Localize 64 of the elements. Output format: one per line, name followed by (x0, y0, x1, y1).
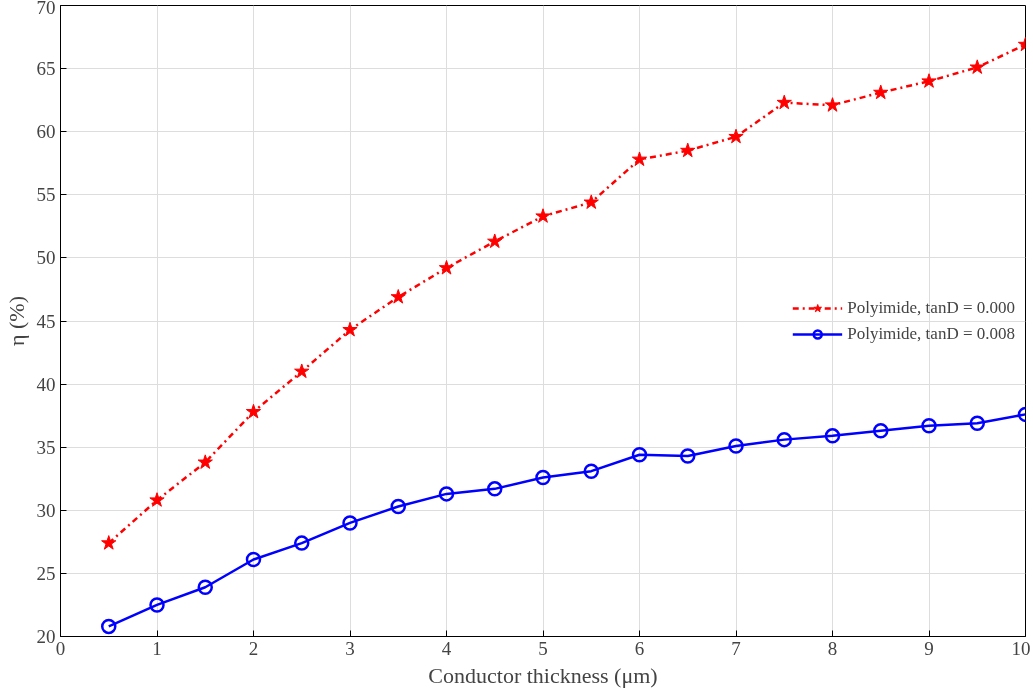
point (342, 321, 358, 337)
y-tick-label: 30 (36, 499, 56, 521)
point (390, 498, 406, 515)
point (101, 618, 117, 635)
point (197, 454, 213, 469)
point (294, 535, 310, 551)
point (535, 469, 551, 486)
point (631, 151, 648, 167)
point (294, 363, 310, 379)
point (728, 438, 744, 454)
point (776, 431, 792, 448)
point (149, 597, 165, 613)
y-tick-label: 35 (36, 436, 56, 458)
x-tick-label: 8 (827, 637, 838, 659)
point (680, 448, 696, 464)
x-tick-label: 5 (538, 637, 548, 659)
point (583, 463, 599, 479)
point (583, 194, 599, 209)
point (969, 59, 985, 74)
point (101, 535, 117, 550)
point (487, 233, 503, 249)
x-tick-label: 1 (152, 637, 162, 659)
x-tick-label: 9 (924, 637, 934, 659)
point (873, 423, 889, 439)
x-tick-label: 2 (248, 637, 259, 659)
point (487, 481, 503, 497)
point (245, 403, 262, 419)
x-tick-label: 7 (731, 637, 741, 659)
point (728, 128, 744, 144)
point (438, 260, 455, 275)
y-tick-label: 60 (36, 121, 56, 143)
y-tick-label: 20 (36, 626, 56, 647)
y-tick-label: 55 (36, 184, 56, 206)
point (390, 289, 406, 304)
point (969, 415, 985, 431)
legend-label: Polyimide, tanD = 0.008 (847, 323, 1015, 344)
point (921, 418, 937, 434)
x-tick-label: 10 (1011, 637, 1031, 659)
x-tick-label: 6 (634, 637, 645, 659)
y-tick-label: 65 (36, 58, 56, 80)
y-tick-label: 45 (36, 310, 56, 332)
point (197, 579, 213, 596)
point (824, 97, 841, 112)
y-tick-label: 25 (36, 562, 56, 584)
y-tick-label: 50 (36, 247, 56, 269)
point (921, 73, 937, 88)
legend-label: Polyimide, tanD = 0.000 (847, 297, 1015, 318)
y-tick-label: 70 (36, 0, 56, 18)
point (342, 515, 358, 531)
point (245, 551, 262, 568)
point (535, 208, 551, 223)
point (680, 142, 696, 158)
x-axis-title: Conductor thickness (μm) (428, 662, 658, 688)
point (438, 486, 455, 502)
x-tick-label: 3 (345, 637, 355, 659)
point (824, 428, 841, 444)
point (873, 84, 889, 100)
y-tick-label: 40 (36, 373, 56, 395)
point (149, 492, 165, 507)
point (631, 447, 648, 463)
y-axis-title: η (%) (3, 296, 29, 346)
point (776, 94, 792, 110)
x-tick-label: 0 (55, 637, 66, 659)
x-tick-label: 4 (441, 637, 452, 659)
